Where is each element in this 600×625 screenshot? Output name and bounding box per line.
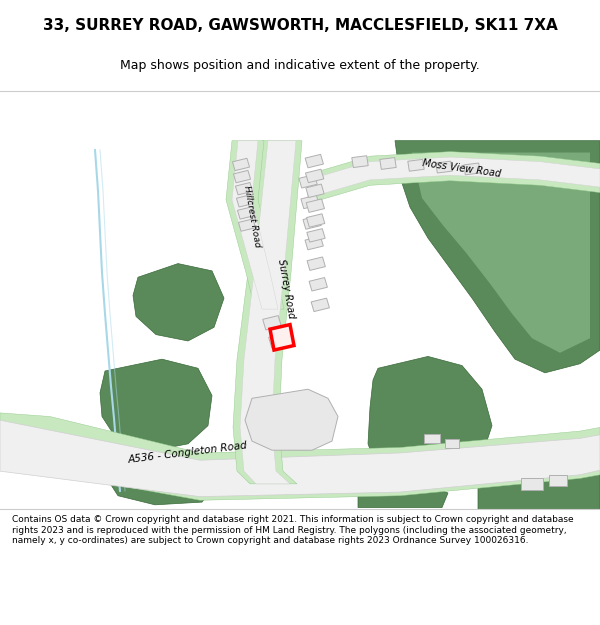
Polygon shape [309, 278, 328, 291]
Polygon shape [445, 439, 459, 448]
Polygon shape [232, 141, 278, 309]
Polygon shape [133, 264, 224, 341]
Polygon shape [269, 334, 286, 348]
Polygon shape [303, 216, 321, 229]
Polygon shape [236, 194, 254, 207]
Polygon shape [233, 141, 302, 484]
Polygon shape [307, 214, 325, 228]
Polygon shape [240, 141, 296, 484]
Polygon shape [232, 158, 250, 171]
Polygon shape [299, 174, 317, 188]
Text: Contains OS data © Crown copyright and database right 2021. This information is : Contains OS data © Crown copyright and d… [12, 515, 574, 545]
Polygon shape [306, 184, 324, 198]
Polygon shape [358, 487, 448, 508]
Polygon shape [108, 453, 212, 505]
Polygon shape [352, 156, 368, 168]
Polygon shape [436, 161, 452, 173]
Text: Surrey Road: Surrey Road [276, 259, 296, 319]
Text: A536 - Congleton Road: A536 - Congleton Road [128, 441, 248, 465]
Polygon shape [549, 475, 567, 486]
Text: Hillcrest Road: Hillcrest Road [242, 184, 262, 248]
Polygon shape [464, 163, 480, 175]
Polygon shape [245, 389, 338, 450]
Polygon shape [270, 324, 294, 350]
Polygon shape [233, 171, 251, 182]
Polygon shape [238, 207, 254, 219]
Polygon shape [478, 453, 600, 509]
Polygon shape [305, 236, 323, 250]
Polygon shape [0, 420, 600, 497]
Polygon shape [100, 359, 212, 450]
Polygon shape [308, 152, 600, 204]
Text: Map shows position and indicative extent of the property.: Map shows position and indicative extent… [120, 59, 480, 72]
Text: Moss View Road: Moss View Road [422, 159, 502, 179]
Polygon shape [263, 316, 281, 330]
Polygon shape [521, 478, 543, 490]
Polygon shape [368, 356, 492, 489]
Polygon shape [307, 257, 325, 271]
Polygon shape [305, 154, 323, 168]
Polygon shape [235, 182, 253, 195]
Polygon shape [306, 199, 325, 212]
Polygon shape [0, 413, 600, 500]
Polygon shape [308, 157, 600, 198]
Text: 33, SURREY ROAD, GAWSWORTH, MACCLESFIELD, SK11 7XA: 33, SURREY ROAD, GAWSWORTH, MACCLESFIELD… [43, 18, 557, 33]
Polygon shape [226, 141, 284, 309]
Polygon shape [301, 195, 319, 209]
Polygon shape [307, 229, 325, 242]
Polygon shape [380, 158, 396, 169]
Polygon shape [305, 169, 324, 182]
Polygon shape [424, 434, 440, 443]
Polygon shape [311, 298, 329, 312]
Polygon shape [408, 159, 424, 171]
Polygon shape [395, 141, 600, 373]
Polygon shape [238, 219, 256, 231]
Polygon shape [412, 152, 590, 352]
